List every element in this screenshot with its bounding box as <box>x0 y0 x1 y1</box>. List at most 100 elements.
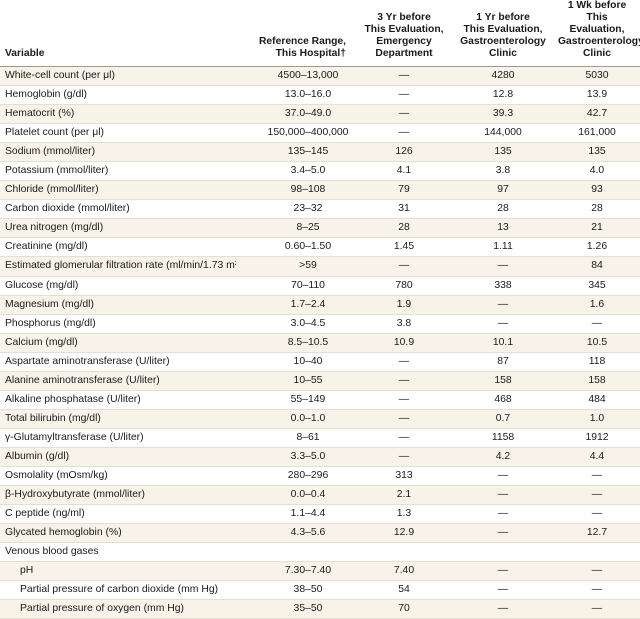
cell-reference-range: 0.0–1.0 <box>236 409 356 429</box>
cell-1wk-before: 161,000 <box>554 123 640 144</box>
cell-1wk-before: 484 <box>554 390 640 410</box>
cell-3yr-before: 12.9 <box>356 523 452 544</box>
table-row: C peptide (ng/ml) 1.1–4.4 1.3— — <box>0 504 640 525</box>
cell-3yr-before: 3.8 <box>356 314 452 334</box>
cell-reference-range: 10–55 <box>236 371 356 391</box>
cell-1wk-before: 1.26 <box>554 237 640 258</box>
cell-3yr-before: — <box>356 371 452 391</box>
cell-reference-range: 35–50 <box>236 599 356 619</box>
cell-1yr-before: — <box>452 485 554 506</box>
cell-1yr-before: 144,000 <box>452 123 554 144</box>
cell-1wk-before: — <box>554 485 640 506</box>
cell-1wk-before: 345 <box>554 276 640 296</box>
cell-reference-range: 1.1–4.4 <box>236 504 356 525</box>
header-1yr-before: 1 Yr before This Evaluation, Gastroenter… <box>452 0 554 67</box>
cell-1yr-before: 0.7 <box>452 409 554 429</box>
cell-1yr-before: 10.1 <box>452 333 554 353</box>
cell-variable: Total bilirubin (mg/dl) <box>0 409 236 429</box>
cell-1wk-before: 84 <box>554 256 640 277</box>
header-1yr-line: This Evaluation, <box>463 24 543 35</box>
cell-reference-range: 3.4–5.0 <box>236 161 356 182</box>
cell-reference-range: 0.0–0.4 <box>236 485 356 506</box>
cell-reference-range: 280–296 <box>236 466 356 487</box>
cell-variable: Platelet count (per μl) <box>0 123 236 144</box>
cell-reference-range: 150,000–400,000 <box>236 123 356 144</box>
cell-variable: Partial pressure of carbon dioxide (mm H… <box>0 580 236 601</box>
cell-1yr-before: — <box>452 504 554 525</box>
cell-3yr-before: — <box>356 390 452 410</box>
table-row: Potassium (mmol/liter) 3.4–5.0 4.1 3.8 4.0 <box>0 161 640 182</box>
cell-1yr-before: 12.8 <box>452 85 554 106</box>
cell-variable: pH <box>0 561 236 582</box>
table-row: Platelet count (per μl) 150,000–400,000—1… <box>0 123 640 144</box>
cell-1wk-before: 1912 <box>554 428 640 448</box>
header-3yr-line: 3 Yr before <box>377 12 431 23</box>
cell-1yr-before: 4.2 <box>452 447 554 467</box>
cell-1wk-before: 118 <box>554 352 640 372</box>
cell-1wk-before: 42.7 <box>554 104 640 125</box>
cell-3yr-before: 54 <box>356 580 452 601</box>
cell-3yr-before: — <box>356 409 452 429</box>
cell-1yr-before: 158 <box>452 371 554 391</box>
header-3yr-line: This Evaluation, <box>364 24 444 35</box>
cell-variable: Carbon dioxide (mmol/liter) <box>0 199 236 220</box>
cell-3yr-before: — <box>356 123 452 144</box>
cell-1yr-before: 4280 <box>452 66 554 87</box>
cell-3yr-before: — <box>356 447 452 467</box>
cell-variable: Alanine aminotransferase (U/liter) <box>0 371 236 391</box>
table-header-row: Variable Reference Range, This Hospital†… <box>0 0 640 67</box>
cell-1wk-before: 10.5 <box>554 333 640 353</box>
table-row: Hematocrit (%) 37.0–49.0—39.3 42.7 <box>0 104 640 125</box>
cell-1yr-before: 39.3 <box>452 104 554 125</box>
cell-3yr-before: 780 <box>356 276 452 296</box>
cell-1yr-before: — <box>452 256 554 277</box>
cell-reference-range: 23–32 <box>236 199 356 220</box>
table-row: Chloride (mmol/liter) 98–108 79 97 93 <box>0 180 640 201</box>
cell-variable: Osmolality (mOsm/kg) <box>0 466 236 487</box>
cell-reference-range: 3.3–5.0 <box>236 447 356 467</box>
table-row: Total bilirubin (mg/dl) 0.0–1.0—0.7 1.0 <box>0 409 640 429</box>
cell-1wk-before: 1.6 <box>554 295 640 315</box>
header-3yr-before: 3 Yr before This Evaluation, Emergency D… <box>356 0 452 67</box>
cell-reference-range: 37.0–49.0 <box>236 104 356 125</box>
cell-1yr-before: 1.11 <box>452 237 554 258</box>
cell-3yr-before: — <box>356 428 452 448</box>
table-row: Alanine aminotransferase (U/liter) 10–55—… <box>0 371 640 391</box>
cell-3yr-before: — <box>356 256 452 277</box>
cell-3yr-before: 1.9 <box>356 295 452 315</box>
cell-reference-range: 7.30–7.40 <box>236 561 356 582</box>
cell-3yr-before: — <box>356 104 452 125</box>
cell-1yr-before: 28 <box>452 199 554 220</box>
header-1wk-line: Gastroenterology <box>558 36 640 47</box>
cell-reference-range: 4500–13,000 <box>236 66 356 87</box>
cell-variable: Glycated hemoglobin (%) <box>0 523 236 544</box>
cell-3yr-before: 1.3 <box>356 504 452 525</box>
cell-variable: Venous blood gases <box>0 542 236 563</box>
cell-1yr-before: — <box>452 466 554 487</box>
cell-1yr-before: 97 <box>452 180 554 201</box>
cell-variable: Calcium (mg/dl) <box>0 333 236 353</box>
cell-reference-range: 4.3–5.6 <box>236 523 356 544</box>
cell-3yr-before: 313 <box>356 466 452 487</box>
cell-variable: Partial pressure of oxygen (mm Hg) <box>0 599 236 619</box>
header-reference-line: Reference Range, <box>259 36 346 47</box>
cell-1wk-before: 93 <box>554 180 640 201</box>
cell-variable: Sodium (mmol/liter) <box>0 142 236 163</box>
cell-1wk-before: 4.0 <box>554 161 640 182</box>
header-1wk-before: 1 Wk before This Evaluation, Gastroenter… <box>554 0 640 67</box>
cell-1wk-before: — <box>554 599 640 619</box>
header-reference-range: Reference Range, This Hospital† <box>236 0 356 67</box>
cell-variable: Alkaline phosphatase (U/liter) <box>0 390 236 410</box>
cell-variable: Albumin (g/dl) <box>0 447 236 467</box>
cell-1yr-before: — <box>452 561 554 582</box>
table-body: White-cell count (per μl) 4500–13,000—428… <box>0 66 640 619</box>
table-row: Calcium (mg/dl) 8.5–10.5 10.9 10.1 10.5 <box>0 333 640 353</box>
table-row: β-Hydroxybutyrate (mmol/liter) 0.0–0.4 2.1… <box>0 485 640 506</box>
table-row: Creatinine (mg/dl) 0.60–1.50 1.45 1.11 1.26 <box>0 237 640 258</box>
cell-variable: Creatinine (mg/dl) <box>0 237 236 258</box>
table-row: Carbon dioxide (mmol/liter) 23–32 31 28 28 <box>0 199 640 220</box>
table-row: Aspartate aminotransferase (U/liter) 10–4… <box>0 352 640 372</box>
cell-1wk-before: 28 <box>554 199 640 220</box>
table-row: Alkaline phosphatase (U/liter) 55–149—468… <box>0 390 640 410</box>
